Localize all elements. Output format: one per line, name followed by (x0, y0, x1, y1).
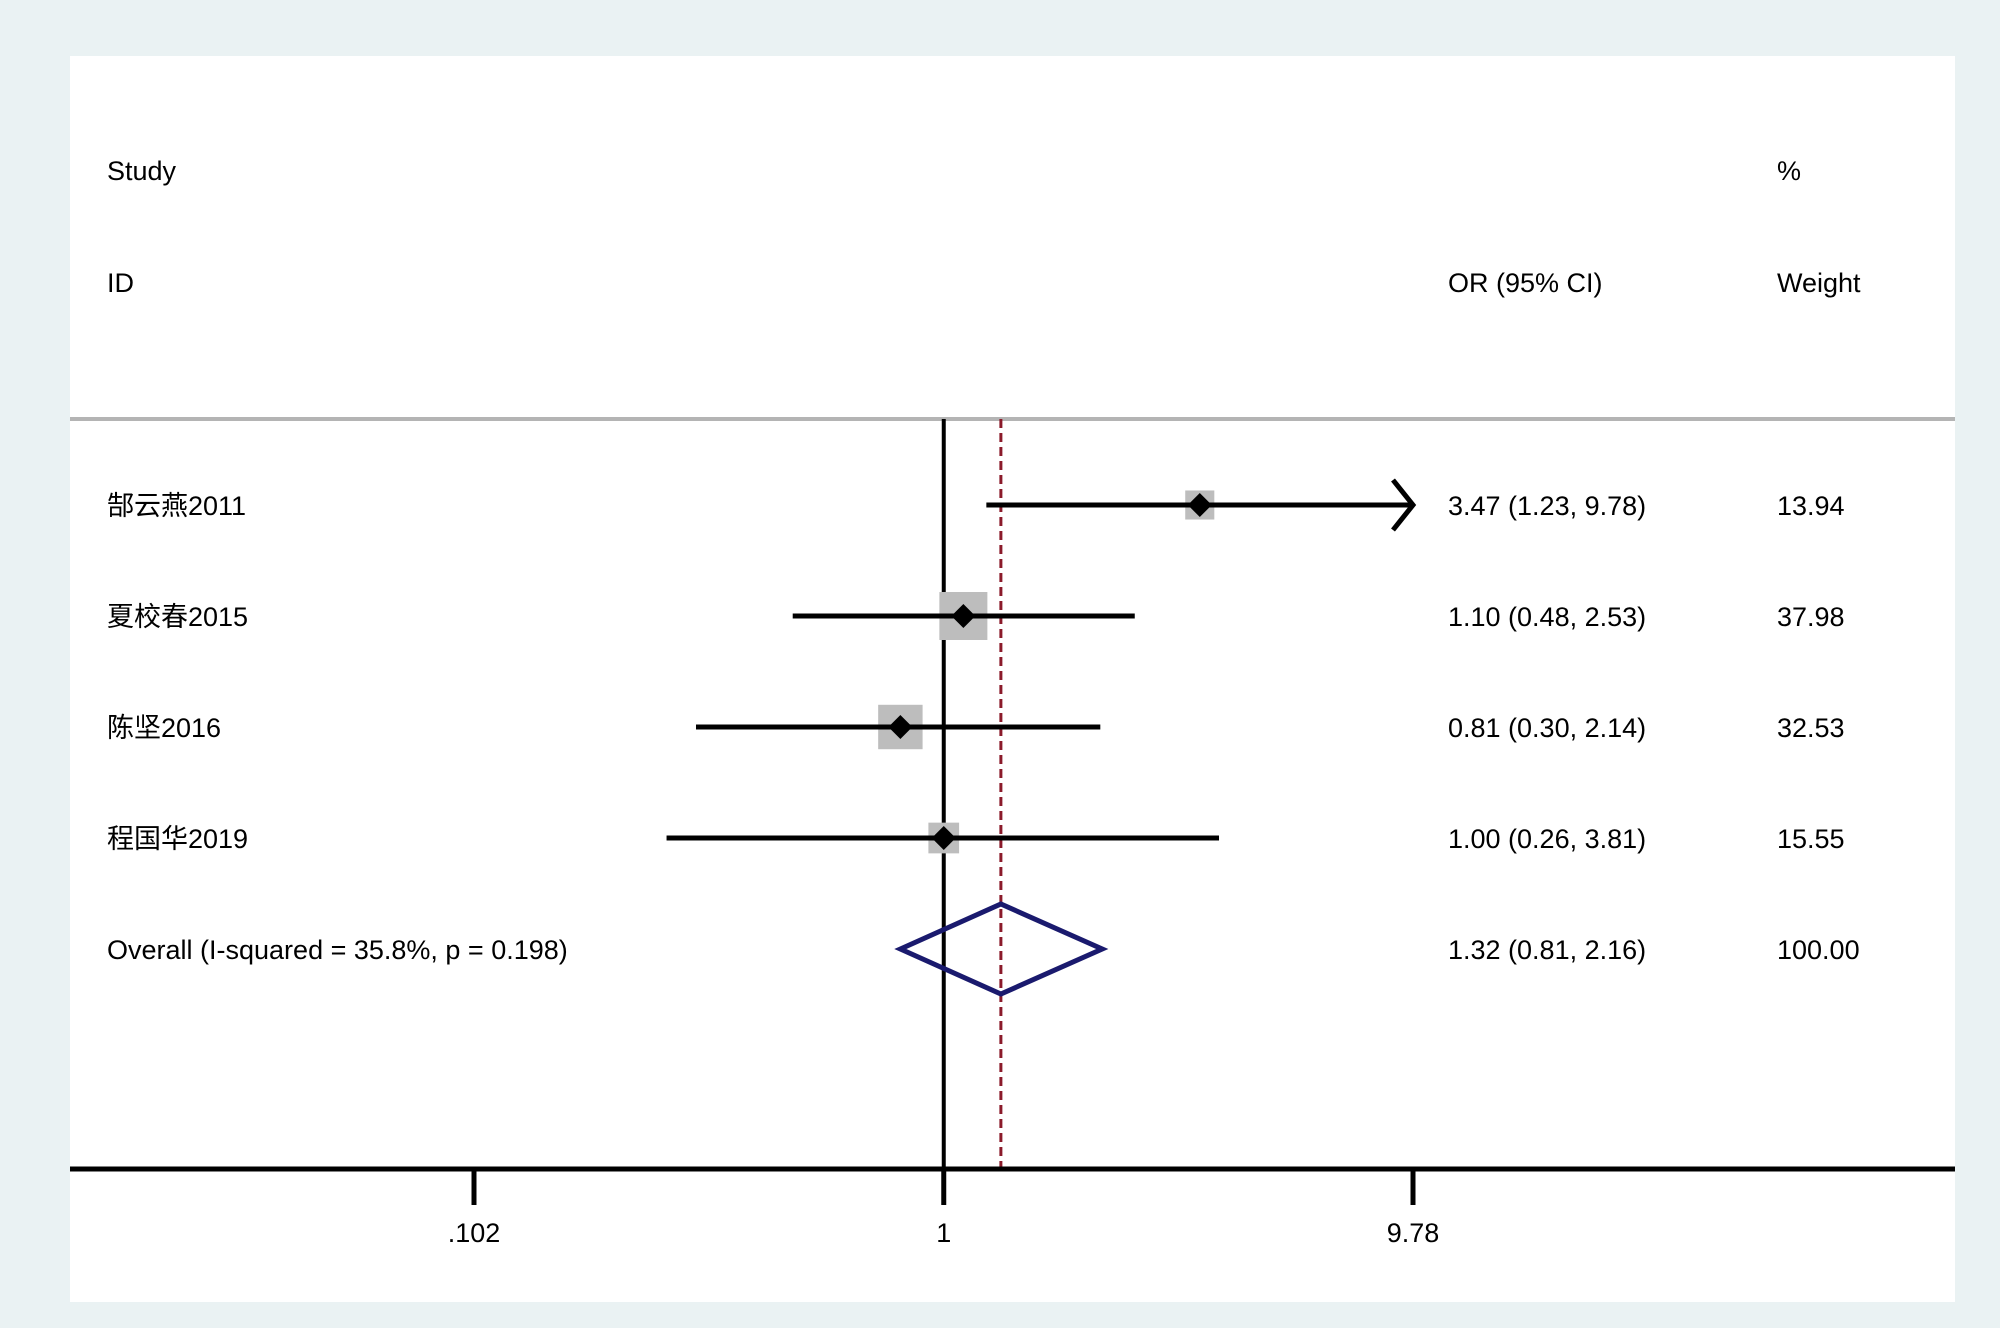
overall-diamond (894, 901, 1109, 997)
study-label: 程国华2019 (107, 824, 248, 854)
header-effect: OR (95% CI) (1448, 268, 1603, 298)
effect-ci-text: 1.10 (0.48, 2.53) (1448, 602, 1646, 632)
header-percent: % (1777, 156, 1801, 186)
study-row: 程国华2019 1.00 (0.26, 3.81) 15.55 (107, 822, 1845, 854)
study-label: 郜云燕2011 (107, 491, 246, 521)
weight-text: 15.55 (1777, 824, 1845, 854)
x-tick-label: 1 (936, 1218, 951, 1248)
weight-text: 37.98 (1777, 602, 1845, 632)
point-estimate (931, 826, 956, 850)
header-id: ID (107, 268, 134, 298)
point-estimate (888, 715, 913, 739)
overall-row: Overall (I-squared = 35.8%, p = 0.198) 1.… (107, 901, 1860, 997)
x-tick-label: 9.78 (1387, 1218, 1440, 1248)
study-label: 陈坚2016 (107, 713, 221, 743)
point-estimate (1187, 493, 1212, 517)
overall-weight-text: 100.00 (1777, 935, 1860, 965)
effect-ci-text: 0.81 (0.30, 2.14) (1448, 713, 1646, 743)
study-row: 陈坚2016 0.81 (0.30, 2.14) 32.53 (107, 704, 1845, 750)
study-row: 夏校春2015 1.10 (0.48, 2.53) 37.98 (107, 592, 1845, 640)
weight-text: 13.94 (1777, 491, 1845, 521)
effect-ci-text: 1.00 (0.26, 3.81) (1448, 824, 1646, 854)
overall-effect-ci-text: 1.32 (0.81, 2.16) (1448, 935, 1646, 965)
study-row: 郜云燕2011 3.47 (1.23, 9.78) 13.94 (107, 478, 1845, 532)
effect-ci-text: 3.47 (1.23, 9.78) (1448, 491, 1646, 521)
study-label: 夏校春2015 (107, 602, 248, 632)
overall-label: Overall (I-squared = 35.8%, p = 0.198) (107, 935, 568, 965)
header-weight: Weight (1777, 268, 1861, 298)
header-study: Study (107, 156, 177, 186)
study-rows: 郜云燕2011 3.47 (1.23, 9.78) 13.94 夏校春2015 1.10… (107, 419, 1860, 1169)
x-axis: .102 1 9.78 (70, 1166, 1955, 1248)
plot-background (70, 56, 1955, 1302)
ci-arrow (1391, 478, 1417, 532)
x-tick-label: .102 (448, 1218, 501, 1248)
point-estimate (951, 604, 976, 628)
weight-text: 32.53 (1777, 713, 1845, 743)
